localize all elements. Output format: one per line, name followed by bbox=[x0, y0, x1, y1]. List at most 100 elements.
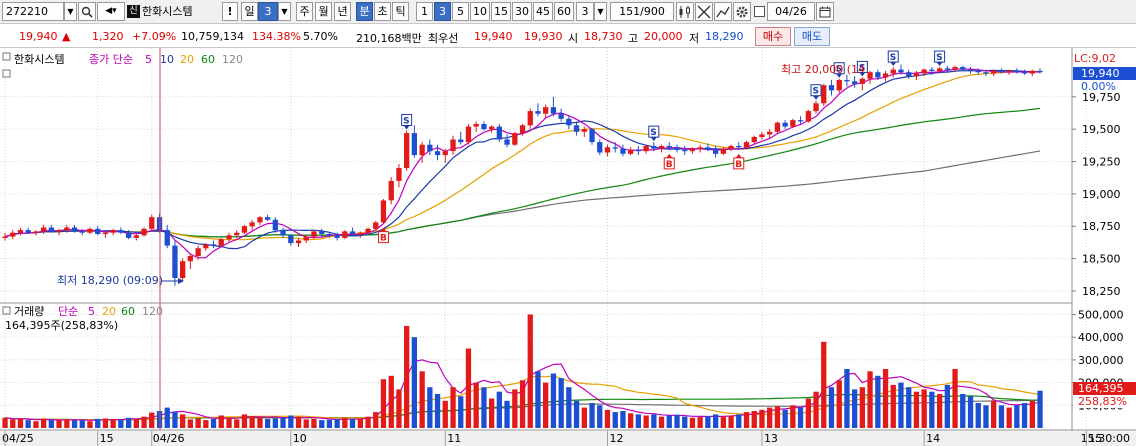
volume-panel-menu-icon[interactable] bbox=[2, 306, 11, 315]
volume-bar bbox=[689, 417, 696, 428]
calendar-icon[interactable] bbox=[816, 2, 834, 21]
volume-bar bbox=[17, 418, 24, 428]
period-tick[interactable]: 틱 bbox=[392, 2, 409, 21]
date-input[interactable]: 04/26 bbox=[767, 2, 815, 21]
stock-name[interactable]: 신 한화시스템 bbox=[127, 2, 239, 21]
code-dropdown-icon[interactable]: ▼ bbox=[64, 2, 77, 21]
volume-tick-label: 400,000 bbox=[1078, 331, 1124, 344]
volume-bar bbox=[550, 373, 557, 428]
minute-10[interactable]: 10 bbox=[470, 2, 490, 21]
candle-body bbox=[828, 85, 835, 91]
volume-bar bbox=[620, 411, 626, 428]
candle-body bbox=[280, 230, 286, 236]
candle-body bbox=[149, 217, 155, 229]
candle-body bbox=[805, 111, 811, 122]
volume-bar bbox=[434, 394, 441, 428]
candle-body bbox=[419, 144, 425, 156]
candle-body bbox=[218, 239, 224, 246]
panel-menu-icon[interactable] bbox=[2, 52, 11, 61]
volume-bar bbox=[2, 417, 8, 428]
minute-1[interactable]: 1 bbox=[416, 2, 433, 21]
price-tick-label: 19,500 bbox=[1082, 123, 1121, 136]
volume-bar bbox=[288, 415, 294, 428]
candle-body bbox=[535, 111, 541, 114]
period-second[interactable]: 초 bbox=[374, 2, 391, 21]
legend-ma10: 10 bbox=[160, 53, 174, 66]
sell-signal-arrow bbox=[890, 62, 897, 67]
candle-body bbox=[380, 200, 387, 223]
volume-bar bbox=[71, 420, 78, 428]
volume-bar bbox=[782, 409, 788, 428]
candle-body bbox=[705, 147, 711, 150]
display-count-input[interactable]: 151/900 bbox=[610, 2, 674, 21]
period-dropdown-icon[interactable]: ▼ bbox=[278, 2, 291, 21]
volume-bar bbox=[1014, 405, 1020, 428]
candle-body bbox=[234, 232, 240, 236]
minute-3[interactable]: 3 bbox=[434, 2, 451, 21]
volume-bar bbox=[558, 378, 564, 428]
chart-area[interactable]: B S S B B S S S S S 19,750 19,500 19,250 19,000 18,75… bbox=[0, 48, 1136, 446]
volume-bar bbox=[921, 389, 927, 428]
volume-bar bbox=[960, 394, 966, 428]
stock-code-input[interactable]: 272210 bbox=[2, 2, 64, 21]
settings-gear-icon[interactable] bbox=[733, 2, 751, 21]
panel-settings-icon[interactable] bbox=[2, 69, 11, 78]
period-daily[interactable]: 일 bbox=[241, 2, 258, 21]
vol-legend-ma60: 60 bbox=[121, 305, 135, 318]
time-axis-label: 12 bbox=[609, 432, 623, 445]
sell-button[interactable]: 매도 bbox=[794, 27, 830, 46]
period-yearly[interactable]: 년 bbox=[334, 2, 351, 21]
notice-button[interactable]: ! bbox=[222, 2, 238, 21]
search-icon[interactable] bbox=[78, 2, 96, 21]
period-monthly[interactable]: 월 bbox=[315, 2, 332, 21]
candle-body bbox=[241, 226, 248, 233]
minute-45[interactable]: 45 bbox=[533, 2, 553, 21]
candle-body bbox=[975, 70, 981, 73]
buy-signal-arrow bbox=[666, 153, 673, 158]
date-checkbox[interactable] bbox=[753, 2, 765, 21]
candle-body bbox=[64, 227, 70, 231]
period-minute[interactable]: 분 bbox=[356, 2, 373, 21]
minute-5[interactable]: 5 bbox=[452, 2, 469, 21]
time-axis-label: 04/25 bbox=[2, 432, 34, 445]
volume-bar bbox=[280, 417, 286, 428]
vol-legend-prefix: 단순 bbox=[58, 305, 78, 318]
candle-body bbox=[357, 232, 363, 234]
price-axis: 19,750 19,500 19,250 19,000 18,750 18,500 18,2… bbox=[1072, 91, 1121, 298]
candle-body bbox=[272, 219, 278, 231]
interval-dropdown-icon[interactable]: ▼ bbox=[594, 2, 607, 21]
candle-icon[interactable] bbox=[676, 2, 694, 21]
open-label: 시 bbox=[568, 32, 579, 45]
high-price: 20,000 bbox=[644, 30, 683, 43]
sell-signal-arrow bbox=[813, 95, 820, 100]
candle-body bbox=[589, 129, 595, 143]
volume-bar bbox=[597, 405, 603, 428]
volume-bar bbox=[33, 421, 39, 428]
line-tool-icon[interactable] bbox=[714, 2, 732, 21]
buy-signal-arrow bbox=[380, 227, 387, 232]
volume-bar bbox=[512, 389, 518, 428]
candle-body bbox=[1006, 70, 1012, 73]
volume-bar bbox=[1037, 390, 1043, 428]
stock-badge-icon: 신 bbox=[127, 5, 140, 18]
volume-bar bbox=[967, 396, 974, 428]
candle-body bbox=[87, 228, 93, 233]
interval-input[interactable]: 3 bbox=[576, 2, 594, 21]
minute-15[interactable]: 15 bbox=[491, 2, 511, 21]
buy-button[interactable]: 매수 bbox=[755, 27, 791, 46]
period-weekly[interactable]: 주 bbox=[296, 2, 313, 21]
minute-60[interactable]: 60 bbox=[554, 2, 574, 21]
volume-bar bbox=[141, 416, 147, 428]
price-tick-label: 18,750 bbox=[1082, 220, 1121, 233]
speaker-icon[interactable]: ◀︎▾ bbox=[97, 2, 125, 21]
buy-signal-box bbox=[733, 157, 745, 170]
cross-icon[interactable] bbox=[695, 2, 713, 21]
candle-body bbox=[17, 230, 24, 233]
volume-bar bbox=[249, 416, 255, 428]
minute-30[interactable]: 30 bbox=[512, 2, 532, 21]
price-legend: 한화시스템 종가 단순 5 10 20 60 120 bbox=[14, 53, 243, 66]
sell-signal-label: S bbox=[936, 53, 942, 63]
volume-bar bbox=[303, 419, 309, 428]
candle-body bbox=[620, 148, 626, 154]
period-daily-count[interactable]: 3 bbox=[258, 2, 278, 21]
